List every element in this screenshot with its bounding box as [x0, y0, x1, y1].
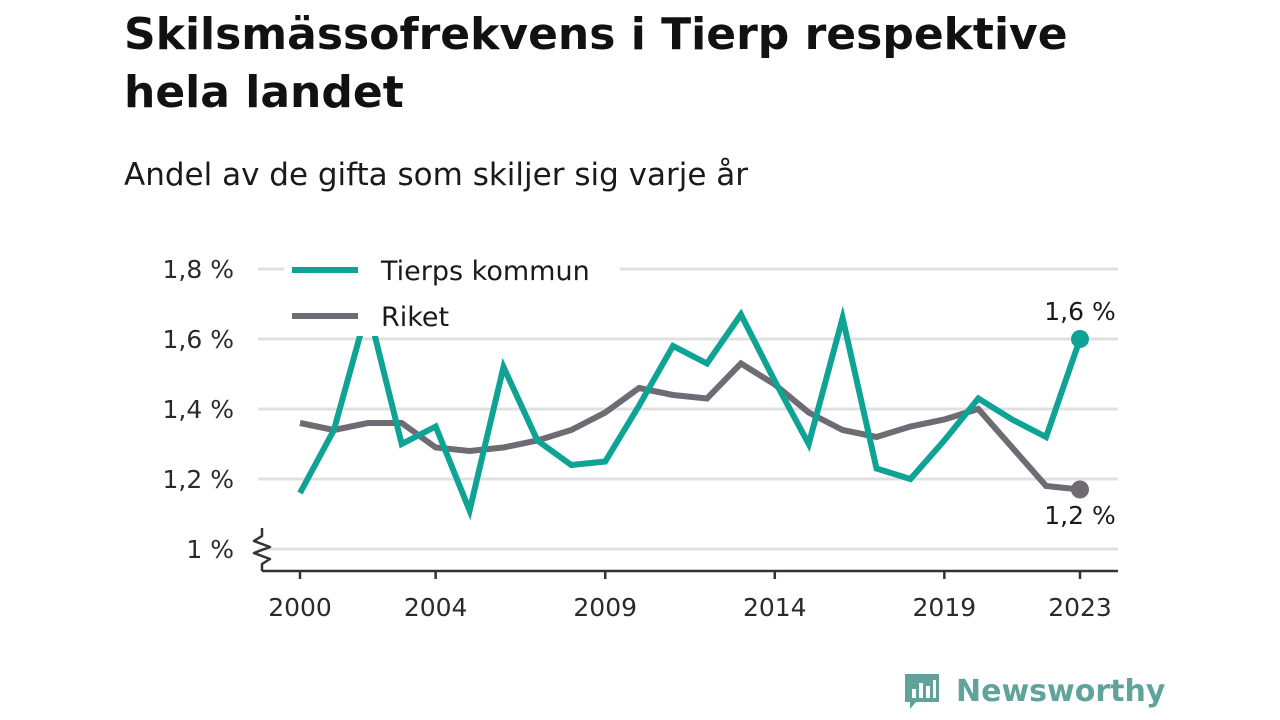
series-endpoint-riket — [1071, 480, 1089, 499]
y-tick-label: 1,6 % — [163, 325, 234, 354]
series-lines — [297, 295, 1089, 521]
axis-break-icon — [252, 528, 272, 571]
y-tick-label: 1,2 % — [163, 465, 234, 494]
x-tick-label: 2023 — [1048, 593, 1112, 622]
brand-name: Newsworthy — [956, 673, 1166, 709]
end-label-riket: 1,2 % — [1044, 501, 1115, 530]
legend: Tierps kommun Riket — [284, 248, 620, 336]
chart-subtitle: Andel av de gifta som skiljer sig varje … — [124, 157, 748, 193]
x-tick-label: 2019 — [913, 593, 977, 622]
newsworthy-brand: Newsworthy — [902, 670, 1165, 712]
legend-label-riket: Riket — [381, 302, 449, 333]
y-tick-label: 1,8 % — [163, 255, 234, 284]
x-tick-label: 2009 — [573, 593, 637, 622]
x-tick-label: 2014 — [743, 593, 807, 622]
y-tick-label: 1,4 % — [163, 395, 234, 424]
series-line-tierp — [297, 295, 1083, 521]
x-tick-label: 2004 — [404, 593, 468, 622]
end-labels: 1,6 % 1,2 % — [1044, 297, 1115, 530]
series-endpoint-tierp — [1071, 330, 1089, 348]
axes: 1 % 1,2 % 1,4 % 1,6 % 1,8 % 2000 2004 2009 2014 2… — [163, 255, 1118, 622]
newsworthy-logo-icon — [905, 674, 939, 709]
chart-title: Skilsmässofrekvens i Tierp respektive he… — [124, 9, 1068, 118]
end-label-tierp: 1,6 % — [1044, 297, 1115, 326]
y-tick-label: 1 % — [186, 535, 234, 564]
x-tick-label: 2000 — [268, 593, 332, 622]
legend-label-tierp: Tierps kommun — [380, 256, 590, 287]
series-line-riket — [299, 359, 1081, 493]
